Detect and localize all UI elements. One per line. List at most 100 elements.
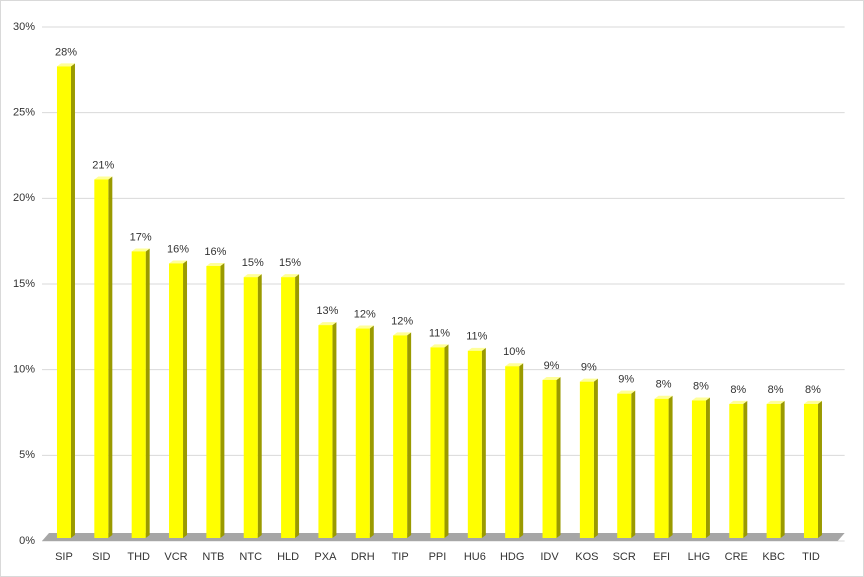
value-label: 8% [693,380,709,392]
bar-side [817,400,822,538]
bar-side [108,176,113,538]
bar [691,400,706,538]
value-label: 9% [618,374,634,386]
x-tick-label: THD [127,551,150,563]
bar-top [542,376,561,380]
bar-side [481,347,486,538]
value-label: 8% [656,379,672,391]
bar-top [505,363,524,367]
bar [56,66,71,538]
value-label: 9% [544,360,560,372]
bar [766,403,781,538]
x-tick-label: PPI [429,551,447,563]
bar [803,403,818,538]
value-label: 16% [204,246,226,258]
bar-top [467,347,486,351]
bar [355,328,370,538]
bar-side [183,260,188,538]
bar-top [56,63,75,67]
value-label: 15% [242,257,264,269]
x-tick-label: NTB [202,551,224,563]
x-tick-label: SID [92,551,110,563]
value-label: 17% [130,231,152,243]
x-tick-label: LHG [688,551,711,563]
value-label: 28% [55,46,77,58]
y-tick-label: 15% [13,278,35,290]
bar [243,277,258,538]
value-label: 9% [581,362,597,374]
value-label: 15% [279,257,301,269]
bar-top [206,263,225,267]
bar-top [243,274,262,278]
bar-side [705,397,710,538]
bar [430,347,445,538]
y-tick-label: 20% [13,192,35,204]
bar-side [145,248,150,539]
value-label: 16% [167,243,189,255]
bar [467,350,482,538]
value-label: 12% [391,315,413,327]
bar-top [94,176,113,180]
x-tick-label: KOS [575,551,598,563]
x-tick-label: SIP [55,551,73,563]
bar [206,266,221,538]
bar-side [407,332,412,538]
bar-side [220,263,225,538]
value-label: 8% [768,384,784,396]
x-tick-label: IDV [540,551,559,563]
bar-top [691,397,710,401]
bar-side [631,390,636,538]
bar-side [257,274,262,538]
x-tick-label: DRH [351,551,375,563]
y-tick-label: 30% [13,21,35,33]
x-tick-label: TIP [392,551,409,563]
value-label: 11% [466,331,487,343]
bar-side [519,363,524,538]
bar-side [444,344,449,538]
bar-side [556,376,561,538]
bar-top [617,390,636,394]
bar-top [729,400,748,404]
bar [579,381,594,538]
value-label: 21% [92,159,114,171]
value-label: 10% [503,346,525,358]
bar [729,403,744,538]
bar-side [295,274,300,538]
value-label: 13% [316,305,338,317]
bar [542,379,557,538]
bar [505,366,520,538]
y-tick-label: 5% [19,449,35,461]
x-tick-label: HU6 [464,551,486,563]
y-tick-label: 0% [19,535,35,547]
bar-side [780,400,785,538]
bar [169,263,184,538]
x-tick-label: HLD [277,551,299,563]
bar-side [70,63,75,538]
bar-side [668,395,673,538]
bar [654,398,669,538]
bar-side [332,322,337,538]
y-tick-label: 25% [13,107,35,119]
bar [131,251,146,539]
bar-top [803,400,822,404]
bar-top [766,400,785,404]
bar-top [430,344,449,348]
bar-side [369,325,374,538]
bar-top [654,395,673,399]
value-label: 8% [805,384,821,396]
bar-top [169,260,188,264]
x-tick-label: PXA [314,551,337,563]
x-tick-label: HDG [500,551,524,563]
value-label: 8% [730,384,746,396]
bar-top [393,332,412,336]
bar [318,325,333,538]
bar-top [355,325,374,329]
x-tick-label: SCR [613,551,636,563]
bar [393,335,408,538]
bar-top [131,248,150,252]
value-label: 12% [354,308,376,320]
bar-top [579,378,598,382]
bar-side [593,378,598,538]
x-tick-label: CRE [725,551,748,563]
